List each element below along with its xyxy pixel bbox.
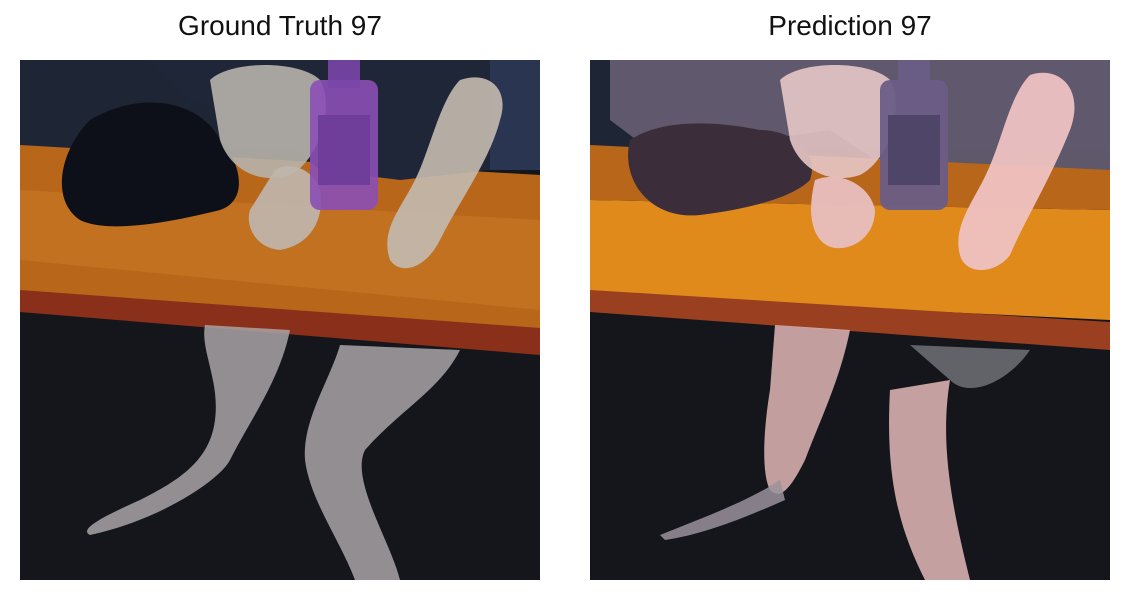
panel-title: Prediction 97 (768, 10, 932, 41)
table-edge (20, 290, 540, 355)
mannequin-face (780, 65, 896, 179)
mannequin-face (210, 65, 326, 179)
panel-title: Ground Truth 97 (178, 10, 382, 41)
table-edge (590, 290, 1110, 350)
ground-truth-panel: Ground Truth 97 (20, 0, 540, 600)
left-arm (811, 176, 875, 249)
right-arm (958, 72, 1075, 270)
left-leg (87, 325, 290, 535)
right-leg (304, 345, 460, 580)
segmentation-scene (590, 60, 1110, 580)
left-arm (248, 166, 321, 250)
hair (628, 123, 812, 216)
segmentation-scene (20, 60, 540, 580)
prediction-panel: Prediction 97 (590, 0, 1110, 600)
left-leg (764, 325, 850, 494)
prediction-image (590, 60, 1110, 580)
ground-truth-image (20, 60, 540, 580)
right-arm (387, 77, 503, 269)
right-leg (889, 380, 970, 580)
hair (61, 102, 239, 227)
